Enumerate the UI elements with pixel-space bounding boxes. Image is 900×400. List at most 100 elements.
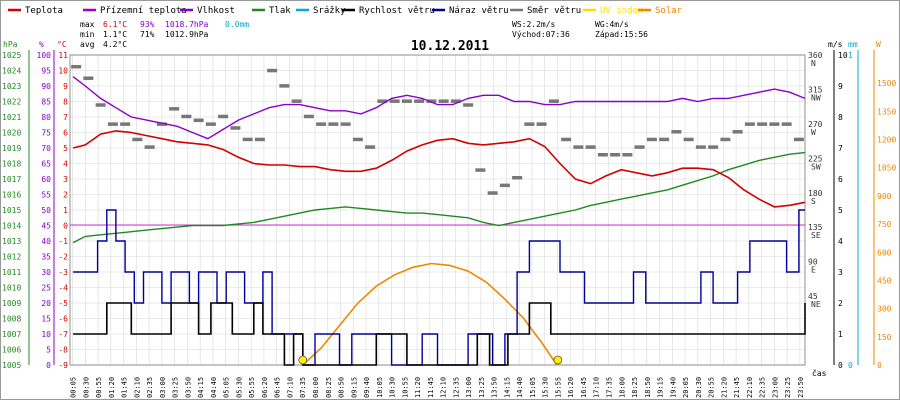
wind-direction-mark bbox=[365, 145, 376, 149]
tick-wind: 6 bbox=[838, 175, 843, 184]
wind-direction-mark bbox=[610, 153, 621, 157]
chart-title: 10.12.2011 bbox=[411, 39, 489, 54]
tick-pressure: 1014 bbox=[2, 222, 21, 231]
tick-humidity: 5 bbox=[46, 346, 51, 355]
tick-humidity: 30 bbox=[41, 268, 51, 277]
axis-unit-ms: m/s bbox=[828, 40, 843, 49]
wind-direction-mark bbox=[340, 122, 351, 126]
tick-temperature: 7 bbox=[63, 113, 68, 122]
tick-humidity: 20 bbox=[41, 299, 51, 308]
axis-unit-w: W bbox=[876, 40, 881, 49]
wind-direction-mark bbox=[536, 122, 547, 126]
wind-direction-mark bbox=[83, 76, 94, 80]
tick-humidity: 35 bbox=[41, 253, 51, 262]
tick-humidity: 70 bbox=[41, 144, 51, 153]
sunset-marker bbox=[553, 355, 563, 365]
tick-direction-degrees: 90 bbox=[808, 258, 818, 267]
wind-direction-mark bbox=[230, 126, 241, 130]
legend-label-wind_dir: Směr větru bbox=[527, 6, 581, 16]
wind-direction-mark bbox=[781, 122, 792, 126]
legend-label-humidity: Vlhkost bbox=[197, 6, 235, 16]
tick-time: 05:55 bbox=[248, 377, 256, 398]
tick-time: 04:15 bbox=[197, 377, 205, 398]
tick-time: 23:25 bbox=[784, 377, 792, 398]
wind-direction-mark bbox=[573, 145, 584, 149]
wind-direction-mark bbox=[144, 145, 155, 149]
wind-direction-mark bbox=[414, 99, 425, 103]
tick-pressure: 1008 bbox=[2, 315, 21, 324]
wind-direction-mark bbox=[487, 191, 498, 195]
tick-humidity: 10 bbox=[41, 330, 51, 339]
tick-direction-degrees: 135 bbox=[808, 223, 823, 232]
tick-solar: 1350 bbox=[877, 107, 896, 116]
tick-time: 19:15 bbox=[657, 377, 665, 398]
axis-unit-celsius: °C bbox=[57, 40, 67, 49]
tick-pressure: 1010 bbox=[2, 284, 21, 293]
tick-humidity: 25 bbox=[41, 284, 51, 293]
tick-time: 09:40 bbox=[363, 377, 371, 398]
wind-direction-mark bbox=[683, 137, 694, 142]
tick-direction-name: W bbox=[811, 128, 816, 137]
tick-time: 20:05 bbox=[682, 377, 690, 398]
tick-time: 14:40 bbox=[516, 377, 524, 398]
tick-pressure: 1013 bbox=[2, 237, 21, 246]
stats-max-humidity: 93% bbox=[140, 20, 155, 29]
series-pressure bbox=[72, 151, 806, 244]
wind-direction-mark bbox=[218, 114, 229, 119]
tick-time: 00:55 bbox=[95, 377, 103, 398]
tick-time: 16:20 bbox=[567, 377, 575, 398]
wind-direction-mark bbox=[132, 137, 143, 142]
tick-time: 03:50 bbox=[184, 377, 192, 398]
tick-humidity: 95 bbox=[41, 67, 51, 76]
tick-wind: 4 bbox=[838, 237, 843, 246]
tick-wind: 1 bbox=[838, 330, 843, 339]
wind-direction-mark bbox=[205, 122, 216, 126]
tick-temperature: 2 bbox=[63, 191, 68, 200]
tick-time: 08:25 bbox=[325, 377, 333, 398]
wind-direction-mark bbox=[303, 114, 314, 119]
wind-direction-mark bbox=[242, 137, 253, 142]
wind-direction-mark bbox=[389, 99, 400, 103]
wind-direction-mark bbox=[671, 130, 682, 134]
tick-direction-name: SW bbox=[811, 162, 821, 171]
tick-temperature: 9 bbox=[63, 82, 68, 91]
tick-pressure: 1025 bbox=[2, 51, 21, 60]
tick-humidity: 0 bbox=[46, 361, 51, 370]
tick-solar: 300 bbox=[877, 305, 892, 314]
tick-wind: 0 bbox=[838, 361, 843, 370]
stats-min-pressure: 1012.9hPa bbox=[165, 30, 209, 39]
legend: Teplota Přízemní teplota Vlhkost Tlak Srážky… bbox=[8, 6, 683, 16]
tick-wind: 8 bbox=[838, 113, 843, 122]
tick-time: 21:20 bbox=[720, 377, 728, 398]
tick-time: 01:45 bbox=[121, 377, 129, 398]
tick-temperature: -4 bbox=[58, 284, 68, 293]
tick-humidity: 80 bbox=[41, 113, 51, 122]
wind-direction-mark bbox=[622, 153, 633, 157]
tick-temperature: -2 bbox=[58, 253, 68, 262]
tick-rain: 1 bbox=[848, 51, 853, 60]
tick-temperature: 10 bbox=[58, 67, 68, 76]
wind-direction-mark bbox=[634, 145, 645, 149]
wind-direction-mark bbox=[156, 122, 167, 126]
tick-time: 13:50 bbox=[491, 377, 499, 398]
stats-sunrise: Východ:07:36 bbox=[512, 30, 570, 39]
tick-time: 05:30 bbox=[235, 377, 243, 398]
tick-temperature: -3 bbox=[58, 268, 68, 277]
legend-label-wind_speed: Rychlost větru bbox=[359, 6, 435, 16]
tick-pressure: 1024 bbox=[2, 67, 21, 76]
tick-wind: 10 bbox=[838, 51, 848, 60]
tick-wind: 9 bbox=[838, 82, 843, 91]
wind-direction-mark bbox=[646, 137, 657, 142]
stats-min-label: min bbox=[80, 30, 95, 39]
tick-time: 20:30 bbox=[695, 377, 703, 398]
tick-solar: 1500 bbox=[877, 79, 896, 88]
tick-pressure: 1007 bbox=[2, 330, 21, 339]
tick-time: 07:35 bbox=[299, 377, 307, 398]
tick-direction-degrees: 225 bbox=[808, 154, 823, 163]
tick-time: 18:25 bbox=[631, 377, 639, 398]
tick-temperature: 8 bbox=[63, 98, 68, 107]
wind-direction-mark bbox=[401, 99, 412, 103]
stats-avg-label: avg bbox=[80, 40, 95, 49]
tick-humidity: 60 bbox=[41, 175, 51, 184]
